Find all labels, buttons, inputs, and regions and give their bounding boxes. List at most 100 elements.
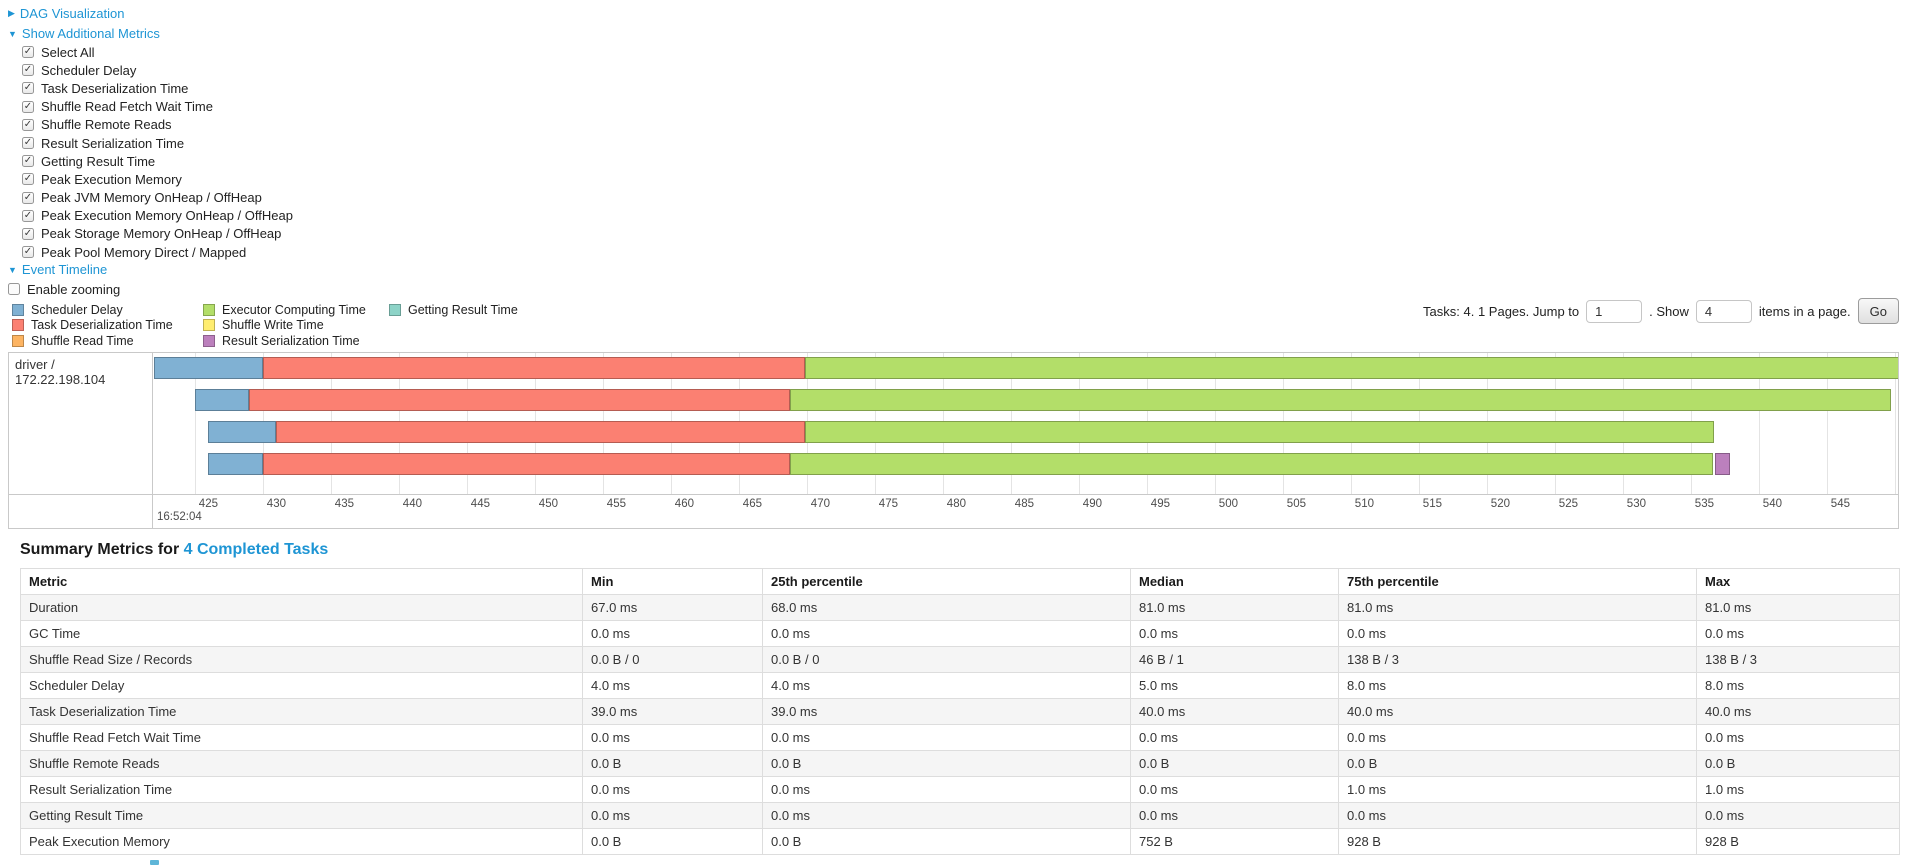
- metric-value-cell: 0.0 ms: [1130, 776, 1339, 803]
- show-label: . Show: [1649, 303, 1689, 319]
- metric-value-cell: 0.0 ms: [1130, 802, 1339, 829]
- metric-name-cell: Shuffle Read Fetch Wait Time: [20, 724, 583, 751]
- task-bar-segment-task_deserialization[interactable]: [262, 453, 791, 475]
- metric-value-cell: 39.0 ms: [762, 698, 1131, 725]
- task-bar-segment-scheduler_delay[interactable]: [194, 389, 250, 411]
- dag-visualization-toggle[interactable]: ▶ DAG Visualization: [8, 6, 124, 21]
- metric-value-cell: 0.0 B: [582, 750, 763, 777]
- metric-value-cell: 0.0 ms: [1696, 724, 1900, 751]
- chevron-down-icon: ▼: [8, 28, 17, 39]
- metric-checkbox-label: Scheduler Delay: [41, 62, 137, 78]
- metric-checkbox[interactable]: ✓: [22, 82, 34, 95]
- summary-header-cell: Metric: [20, 568, 583, 595]
- metric-value-cell: 0.0 ms: [1130, 620, 1339, 647]
- metric-checkbox-label: Peak JVM Memory OnHeap / OffHeap: [41, 190, 262, 206]
- metric-name-cell: GC Time: [20, 620, 583, 647]
- task-bar-segment-task_deserialization[interactable]: [276, 421, 806, 443]
- metric-checkbox-row[interactable]: ✓ Select All: [22, 43, 293, 61]
- metric-value-cell: 752 B: [1130, 828, 1339, 855]
- metric-checkbox[interactable]: ✓: [22, 227, 34, 240]
- metric-value-cell: 40.0 ms: [1338, 698, 1697, 725]
- summary-header-cell: 25th percentile: [762, 568, 1131, 595]
- task-bar-segment-executor_computing[interactable]: [790, 453, 1713, 475]
- task-bar-segment-result_serialization[interactable]: [1714, 453, 1730, 475]
- task-bar-segment-executor_computing[interactable]: [790, 389, 1891, 411]
- metric-checkbox-row[interactable]: ✓ Task Deserialization Time: [22, 79, 293, 97]
- metric-checkbox-row[interactable]: ✓ Result Serialization Time: [22, 134, 293, 152]
- summary-table-row: Shuffle Read Size / Records 0.0 B / 0 0.0 …: [20, 646, 1900, 673]
- metric-value-cell: 0.0 ms: [582, 620, 763, 647]
- metric-checkbox-row[interactable]: ✓ Getting Result Time: [22, 152, 293, 170]
- chevron-right-icon: ▶: [8, 8, 15, 18]
- summary-table-row: Shuffle Read Fetch Wait Time 0.0 ms 0.0 ms…: [20, 724, 1900, 751]
- event-timeline-toggle[interactable]: ▼ Event Timeline: [8, 262, 107, 277]
- summary-metrics-title: Summary Metrics for 4 Completed Tasks: [20, 541, 328, 559]
- metric-name-cell: Shuffle Remote Reads: [20, 750, 583, 777]
- metric-checkbox[interactable]: ✓: [22, 46, 34, 59]
- metric-checkbox-row[interactable]: ✓ Shuffle Read Fetch Wait Time: [22, 98, 293, 116]
- task-bar-segment-scheduler_delay[interactable]: [208, 453, 263, 475]
- timeline-tick-label: 445: [470, 498, 490, 510]
- timeline-tick-label: 480: [946, 498, 966, 510]
- metric-checkbox-row[interactable]: ✓ Peak Execution Memory: [22, 170, 293, 188]
- task-bar-segment-executor_computing[interactable]: [805, 357, 1898, 379]
- items-per-page-input[interactable]: [1695, 299, 1752, 323]
- summary-table-header-row: Metric Min 25th percentile Median 75th perce…: [20, 568, 1900, 595]
- tasks-pages-text: Tasks: 4. 1 Pages. Jump to: [1423, 303, 1580, 319]
- summary-header-cell: 75th percentile: [1338, 568, 1697, 595]
- metric-value-cell: 138 B / 3: [1696, 646, 1900, 673]
- timeline-plot-area[interactable]: 16:52:04 425 430 435 440 445 450 455 460 465 470 4…: [154, 353, 1898, 528]
- metric-checkbox[interactable]: ✓: [22, 137, 34, 150]
- metric-checkbox-row[interactable]: ✓ Shuffle Remote Reads: [22, 116, 293, 134]
- timeline-tick-label: 490: [1082, 498, 1102, 510]
- metric-checkbox-row[interactable]: ✓ Scheduler Delay: [22, 61, 293, 79]
- executor-label: driver / 172.22.198.104: [9, 353, 153, 528]
- metric-checkbox-row[interactable]: ✓ Peak Execution Memory OnHeap / OffHeap: [22, 207, 293, 225]
- metric-value-cell: 0.0 ms: [762, 724, 1131, 751]
- metric-value-cell: 0.0 ms: [1338, 620, 1697, 647]
- timeline-tick-label: 425: [198, 498, 218, 510]
- summary-header-cell: Median: [1130, 568, 1339, 595]
- timeline-tick-label: 510: [1354, 498, 1374, 510]
- metric-checkbox[interactable]: ✓: [22, 64, 34, 77]
- metric-checkbox[interactable]: ✓: [22, 191, 34, 204]
- completed-tasks-link[interactable]: 4 Completed Tasks: [183, 541, 329, 558]
- task-bar-segment-scheduler_delay[interactable]: [154, 357, 263, 379]
- metric-value-cell: 0.0 ms: [582, 776, 763, 803]
- metric-value-cell: 8.0 ms: [1338, 672, 1697, 699]
- metric-value-cell: 0.0 ms: [1338, 802, 1697, 829]
- metric-checkbox[interactable]: ✓: [22, 155, 34, 168]
- summary-table-row: Result Serialization Time 0.0 ms 0.0 ms 0.0…: [20, 776, 1900, 803]
- task-bar-segment-task_deserialization[interactable]: [249, 389, 791, 411]
- summary-table-row: Peak Execution Memory 0.0 B 0.0 B 752 B 928 …: [20, 828, 1900, 855]
- task-pagination: Tasks: 4. 1 Pages. Jump to . Show items …: [1423, 297, 1899, 325]
- metric-checkbox[interactable]: ✓: [22, 246, 34, 259]
- task-bar-segment-executor_computing[interactable]: [805, 421, 1714, 443]
- metric-checkbox[interactable]: ✓: [22, 173, 34, 186]
- metric-checkbox-label: Peak Execution Memory OnHeap / OffHeap: [41, 208, 293, 224]
- metric-checkbox[interactable]: ✓: [22, 100, 34, 113]
- metric-checkbox-row[interactable]: ✓ Peak Pool Memory Direct / Mapped: [22, 243, 293, 261]
- legend-swatch-shuffle_read: [12, 334, 24, 347]
- jump-to-page-input[interactable]: [1586, 299, 1643, 323]
- metric-value-cell: 81.0 ms: [1338, 594, 1697, 621]
- go-button[interactable]: Go: [1857, 298, 1899, 324]
- task-bar-segment-scheduler_delay[interactable]: [208, 421, 277, 443]
- legend-item: Shuffle Write Time: [203, 318, 324, 332]
- metric-checkbox-label: Task Deserialization Time: [41, 80, 189, 96]
- metric-name-cell: Result Serialization Time: [20, 776, 583, 803]
- enable-zooming-checkbox-row[interactable]: Enable zooming: [8, 280, 120, 298]
- timeline-tick-label: 440: [402, 498, 422, 510]
- timeline-tick-label: 535: [1694, 498, 1714, 510]
- metric-checkbox-label: Select All: [41, 44, 95, 60]
- enable-zooming-checkbox[interactable]: [8, 283, 20, 296]
- metric-value-cell: 928 B: [1338, 828, 1697, 855]
- metric-checkbox[interactable]: ✓: [22, 209, 34, 222]
- metric-checkbox-row[interactable]: ✓ Peak JVM Memory OnHeap / OffHeap: [22, 189, 293, 207]
- metric-checkbox-row[interactable]: ✓ Peak Storage Memory OnHeap / OffHeap: [22, 225, 293, 243]
- task-bar-segment-task_deserialization[interactable]: [262, 357, 806, 379]
- metric-checkbox[interactable]: ✓: [22, 118, 34, 131]
- metric-value-cell: 81.0 ms: [1696, 594, 1900, 621]
- show-additional-metrics-toggle[interactable]: ▼ Show Additional Metrics: [8, 26, 160, 41]
- metric-value-cell: 1.0 ms: [1696, 776, 1900, 803]
